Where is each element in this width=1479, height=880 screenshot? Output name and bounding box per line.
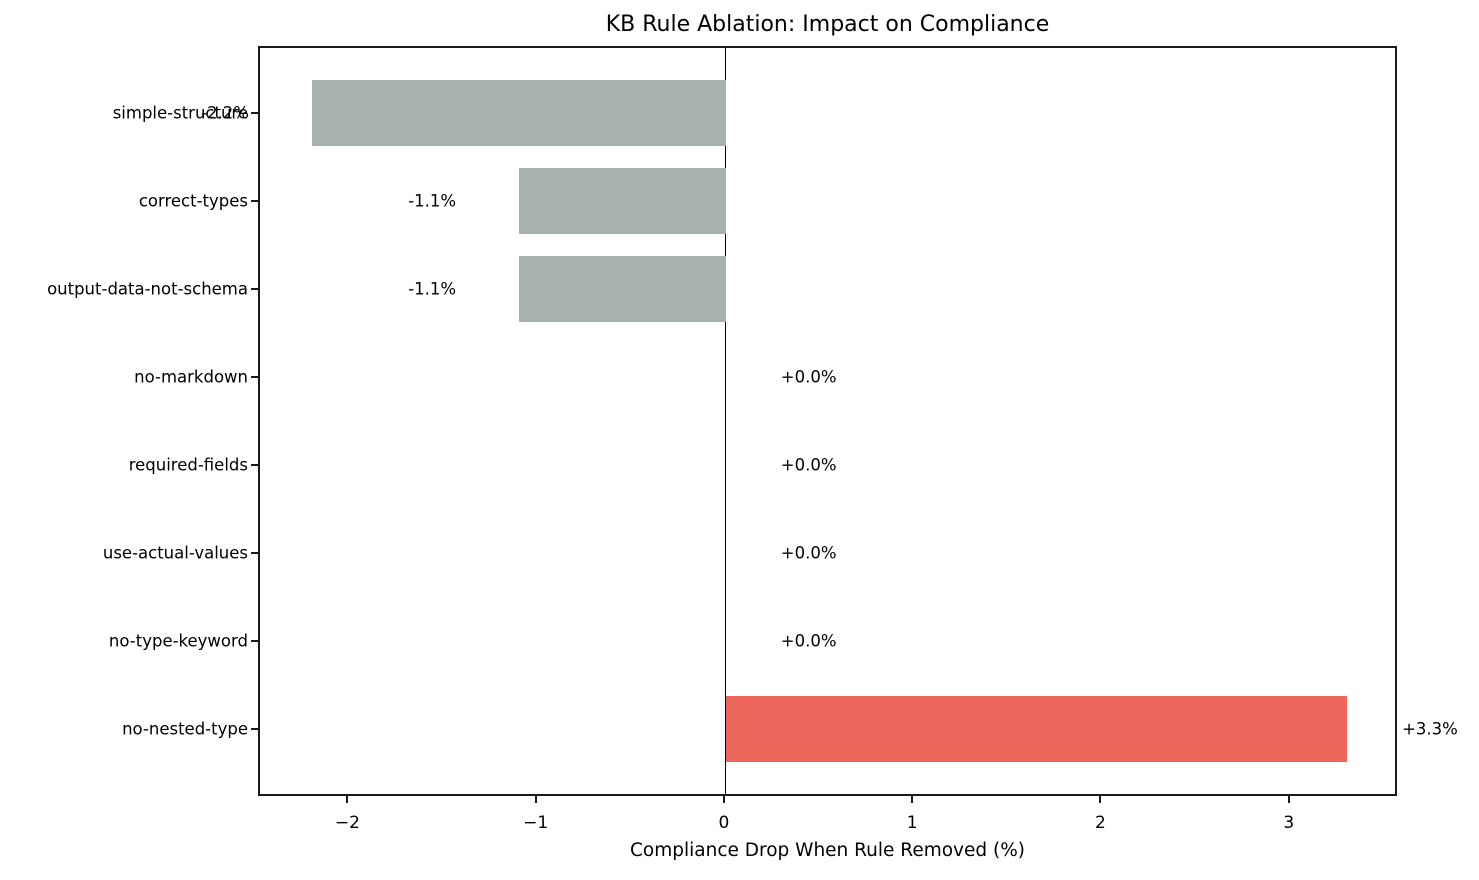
category-label-no-type-keyword: no-type-keyword bbox=[108, 631, 248, 651]
value-label-no-markdown: +0.0% bbox=[780, 367, 837, 387]
plot-area bbox=[258, 46, 1397, 796]
bar-no-nested-type bbox=[725, 695, 1348, 762]
y-tick-no-markdown bbox=[251, 376, 258, 378]
y-tick-required-fields bbox=[251, 463, 258, 466]
value-label-correct-types: -1.1% bbox=[408, 191, 457, 211]
x-tick-2 bbox=[1099, 796, 1102, 803]
x-axis-label: Compliance Drop When Rule Removed (%) bbox=[629, 840, 1026, 861]
y-tick-correct-types bbox=[251, 200, 258, 203]
y-tick-simple-structure bbox=[251, 112, 258, 115]
x-tick-label-3: 3 bbox=[1283, 813, 1295, 833]
value-label-use-actual-values: +0.0% bbox=[780, 543, 837, 563]
bar-simple-structure bbox=[311, 80, 726, 147]
value-label-no-nested-type: +3.3% bbox=[1402, 719, 1458, 739]
x-tick-label--2: −2 bbox=[334, 813, 360, 833]
category-label-simple-structure: simple-structure bbox=[112, 103, 248, 123]
category-label-correct-types: correct-types bbox=[138, 191, 248, 211]
y-tick-no-type-keyword bbox=[251, 639, 258, 642]
zero-reference-line bbox=[724, 48, 727, 794]
y-tick-output-data-not-schema bbox=[251, 288, 258, 291]
x-tick-0 bbox=[722, 796, 725, 803]
value-label-output-data-not-schema: -1.1% bbox=[408, 279, 457, 299]
value-label-simple-structure: -2.2% bbox=[201, 103, 249, 123]
x-tick--1 bbox=[534, 796, 537, 803]
bar-correct-types bbox=[518, 168, 726, 235]
x-tick-label-0: 0 bbox=[718, 813, 730, 833]
category-label-use-actual-values: use-actual-values bbox=[102, 543, 248, 563]
category-label-output-data-not-schema: output-data-not-schema bbox=[47, 279, 248, 299]
category-label-no-markdown: no-markdown bbox=[134, 367, 248, 387]
x-tick-label--1: −1 bbox=[523, 813, 549, 833]
category-label-no-nested-type: no-nested-type bbox=[122, 719, 248, 739]
value-label-no-type-keyword: +0.0% bbox=[780, 631, 837, 651]
x-tick-1 bbox=[911, 796, 914, 803]
category-label-required-fields: required-fields bbox=[128, 455, 248, 475]
chart-title: KB Rule Ablation: Impact on Compliance bbox=[605, 12, 1050, 37]
value-label-required-fields: +0.0% bbox=[780, 455, 837, 475]
x-tick-label-1: 1 bbox=[906, 813, 918, 833]
y-tick-use-actual-values bbox=[251, 551, 258, 554]
x-tick-label-2: 2 bbox=[1095, 813, 1106, 833]
y-tick-no-nested-type bbox=[251, 727, 258, 730]
bar-output-data-not-schema bbox=[518, 256, 726, 323]
x-tick-3 bbox=[1287, 796, 1290, 803]
x-tick--2 bbox=[346, 796, 349, 803]
